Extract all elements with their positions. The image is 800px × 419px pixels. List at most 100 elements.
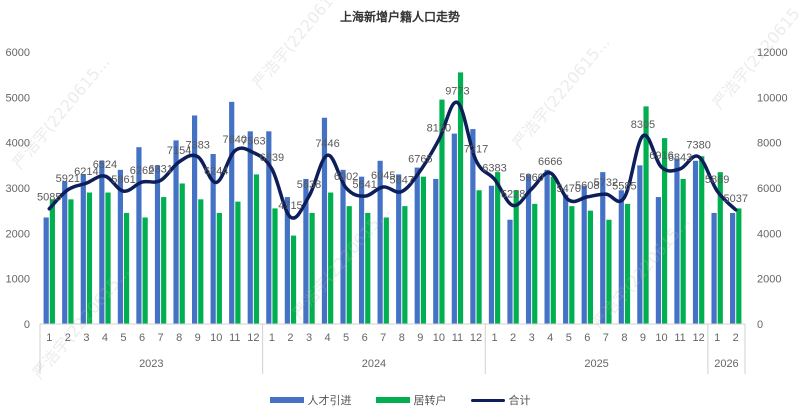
month-label: 3: [306, 332, 312, 344]
month-label: 5: [566, 332, 572, 344]
legend: 人才引进 居转户 合计: [0, 392, 800, 408]
legend-swatch-green: [375, 397, 410, 403]
month-label: 3: [83, 332, 89, 344]
month-label: 1: [46, 332, 52, 344]
month-label: 11: [229, 332, 240, 344]
month-label: 1: [714, 332, 720, 344]
month-label: 7: [603, 332, 609, 344]
bar-talent: [340, 169, 346, 324]
month-label: 4: [325, 332, 331, 344]
bar-transfer: [402, 206, 408, 324]
year-label: 2024: [362, 358, 386, 370]
bar-talent: [730, 212, 736, 324]
month-label: 7: [380, 332, 386, 344]
total-data-label: 5861: [111, 174, 135, 186]
bar-transfer: [346, 206, 352, 324]
month-label: 2: [510, 332, 516, 344]
bar-transfer: [457, 72, 464, 325]
month-label: 1: [491, 332, 497, 344]
month-label: 2: [287, 332, 293, 344]
bar-transfer: [680, 178, 686, 324]
year-label: 2026: [714, 358, 738, 370]
bar-talent: [154, 165, 161, 324]
legend-label-transfer: 居转户: [413, 395, 447, 407]
left-axis-tick: 6000: [6, 47, 30, 59]
total-data-label: 6524: [93, 159, 117, 171]
total-data-label: 5470: [557, 183, 581, 195]
total-data-label: 5732: [594, 177, 618, 189]
bar-transfer: [365, 212, 371, 324]
bar-transfer: [550, 176, 556, 324]
month-label: 6: [362, 332, 368, 344]
month-label: 8: [621, 332, 627, 344]
bar-transfer: [142, 217, 148, 324]
left-axis-tick: 5000: [6, 92, 30, 104]
bar-transfer: [123, 212, 130, 324]
watermark-text: 严浩宇(2220615...: [9, 53, 114, 173]
month-label: 9: [195, 332, 201, 344]
total-data-label: 6916: [649, 150, 673, 162]
watermark-text: 严浩宇(2220615...: [249, 0, 354, 93]
bar-transfer: [439, 99, 445, 324]
month-label: 8: [399, 332, 405, 344]
bar-talent: [358, 176, 365, 324]
month-label: 5: [343, 332, 349, 344]
right-axis-tick: 2000: [757, 274, 781, 286]
month-label: 6: [139, 332, 145, 344]
bar-transfer: [49, 199, 55, 324]
total-data-label: 5085: [37, 192, 61, 204]
bar-transfer: [532, 203, 538, 324]
month-label: 1: [269, 332, 275, 344]
bar-talent: [266, 131, 272, 324]
bar-talent: [321, 117, 328, 324]
bar-transfer: [513, 190, 519, 324]
legend-item-transfer[interactable]: 居转户: [375, 392, 447, 408]
total-data-label: 5847: [390, 174, 414, 186]
bar-transfer: [105, 192, 111, 324]
total-data-label: 6262: [130, 165, 154, 177]
legend-label-talent: 人才引进: [307, 395, 352, 407]
bar-transfer: [235, 201, 241, 324]
total-data-label: 5869: [705, 174, 729, 186]
bar-transfer: [587, 210, 593, 324]
bar-talent: [62, 181, 68, 324]
bar-transfer: [420, 176, 427, 324]
legend-item-total[interactable]: 合计: [470, 392, 531, 408]
year-label: 2025: [584, 358, 608, 370]
left-axis-tick: 4000: [6, 138, 30, 150]
total-data-label: 7154: [167, 145, 191, 157]
bar-talent: [247, 131, 253, 324]
bar-talent: [525, 174, 532, 324]
bar-talent: [655, 197, 662, 324]
bar-transfer: [624, 203, 631, 324]
total-data-label: 9773: [445, 85, 469, 97]
bar-transfer: [717, 172, 723, 324]
bar-talent: [80, 174, 86, 324]
month-label: 4: [547, 332, 553, 344]
bar-talent: [711, 212, 717, 324]
total-data-label: 5608: [575, 180, 599, 192]
bar-transfer: [606, 219, 612, 324]
total-data-label: 7640: [223, 134, 247, 146]
bar-talent: [229, 101, 235, 324]
total-data-label: 5921: [56, 173, 80, 185]
right-axis-tick: 4000: [757, 228, 781, 240]
legend-item-talent[interactable]: 人才引进: [269, 392, 352, 408]
legend-label-total: 合计: [508, 395, 531, 407]
total-data-label: 5641: [352, 179, 376, 191]
bar-talent: [396, 174, 402, 324]
right-axis-tick: 6000: [757, 183, 781, 195]
total-data-label: 7383: [185, 140, 209, 152]
total-data-label: 7380: [686, 140, 710, 152]
bar-transfer: [216, 212, 222, 324]
bar-talent: [192, 115, 198, 324]
month-label: 12: [692, 332, 704, 344]
bar-transfer: [328, 192, 334, 324]
bar-talent: [303, 178, 309, 324]
total-data-label: 7563: [241, 136, 265, 148]
bar-talent: [43, 217, 49, 324]
right-axis-tick: 0: [757, 319, 763, 331]
bar-talent: [451, 133, 457, 324]
bar-talent: [507, 219, 513, 324]
